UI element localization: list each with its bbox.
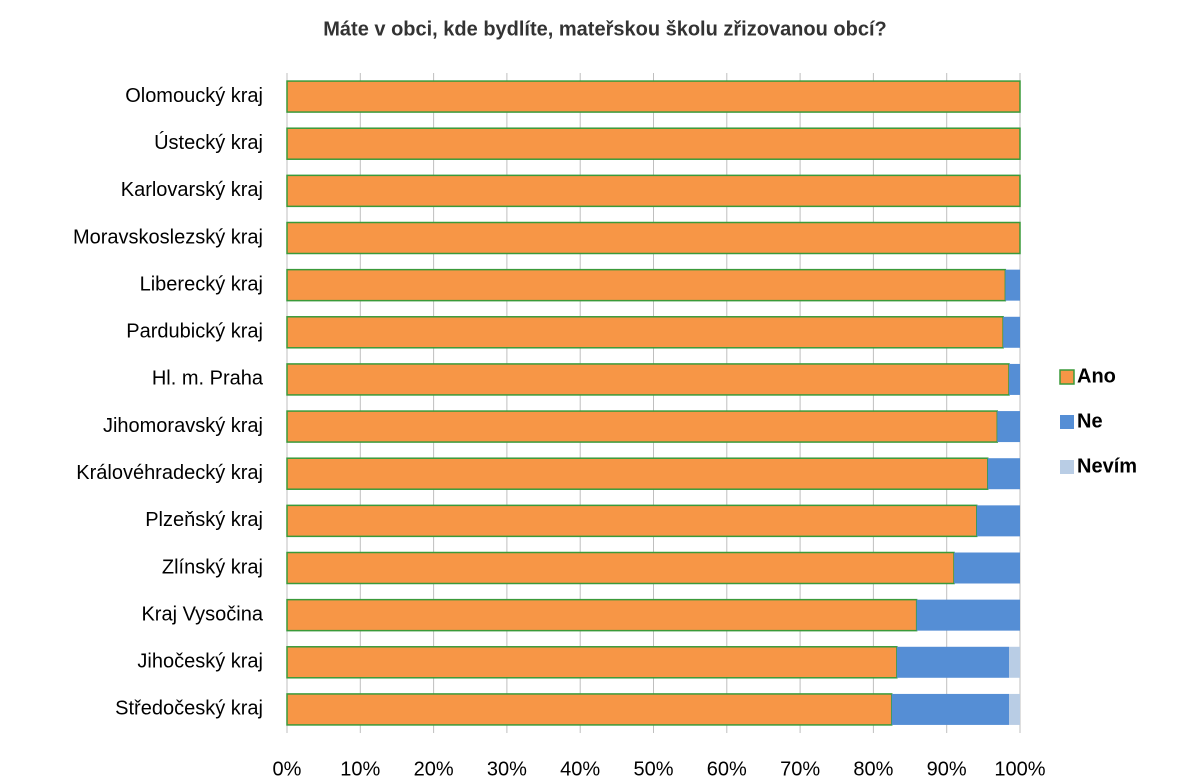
legend-label: Ano <box>1077 365 1116 387</box>
bar-segment <box>1005 269 1020 301</box>
legend-swatch <box>1060 460 1074 474</box>
x-tick-label: 100% <box>994 758 1045 778</box>
y-tick-label: Hl. m. Praha <box>152 368 264 390</box>
x-tick-label: 50% <box>633 758 673 778</box>
x-tick-label: 80% <box>853 758 893 778</box>
bar-segment <box>286 646 898 679</box>
bar-segment <box>954 552 1020 584</box>
y-tick-label: Karlovarský kraj <box>121 179 263 201</box>
x-tick-label: 20% <box>414 758 454 778</box>
y-tick-label: Středočeský kraj <box>115 698 263 720</box>
bar-segment <box>1009 693 1020 725</box>
bar-segment <box>286 457 989 490</box>
y-tick-label: Ústecký kraj <box>154 131 263 154</box>
bar-segment <box>1009 363 1020 395</box>
bar-segment <box>286 316 1004 349</box>
bar-segment <box>1003 316 1020 348</box>
y-tick-label: Jihočeský kraj <box>137 651 263 673</box>
bar-segment <box>286 127 1021 160</box>
x-tick-label: 0% <box>273 758 302 778</box>
bar-segment <box>286 174 1021 208</box>
bar-segment <box>286 80 1021 113</box>
legend-swatch <box>1059 369 1075 385</box>
y-tick-label: Moravskoslezský kraj <box>73 226 263 248</box>
bar-segment <box>286 504 978 538</box>
bar-segment <box>286 221 1021 255</box>
x-tick-label: 70% <box>780 758 820 778</box>
bar-segment <box>286 410 999 443</box>
y-tick-label: Plzeňský kraj <box>145 509 263 531</box>
bar-segment <box>987 458 1020 490</box>
x-tick-label: 90% <box>927 758 967 778</box>
bar-segment <box>1009 646 1020 678</box>
y-tick-label: Liberecký kraj <box>140 273 263 295</box>
bar-segment <box>891 693 1010 725</box>
bar-segment <box>286 598 918 632</box>
legend-label: Nevím <box>1077 455 1137 477</box>
y-tick-label: Pardubický kraj <box>126 321 263 343</box>
bar-segment <box>286 363 1010 396</box>
bar-segment <box>997 411 1020 443</box>
legend-label: Ne <box>1077 410 1103 432</box>
bar-segment <box>286 693 893 726</box>
bar-segment <box>286 268 1007 302</box>
bar-segment <box>916 599 1020 631</box>
legend-swatch <box>1060 415 1074 429</box>
y-tick-label: Jihomoravský kraj <box>103 415 263 437</box>
x-tick-label: 30% <box>487 758 527 778</box>
bar-segment <box>976 505 1020 537</box>
y-tick-label: Kraj Vysočina <box>141 603 263 625</box>
bar-segment <box>896 646 1010 678</box>
y-tick-label: Olomoucký kraj <box>125 85 263 107</box>
bar-segment <box>286 551 955 585</box>
y-tick-label: Zlínský kraj <box>162 556 263 578</box>
chart-title: Máte v obci, kde bydlíte, mateřskou škol… <box>323 18 886 40</box>
y-tick-label: Královéhradecký kraj <box>76 462 263 484</box>
x-tick-label: 10% <box>340 758 380 778</box>
x-tick-label: 40% <box>560 758 600 778</box>
x-tick-label: 60% <box>707 758 747 778</box>
